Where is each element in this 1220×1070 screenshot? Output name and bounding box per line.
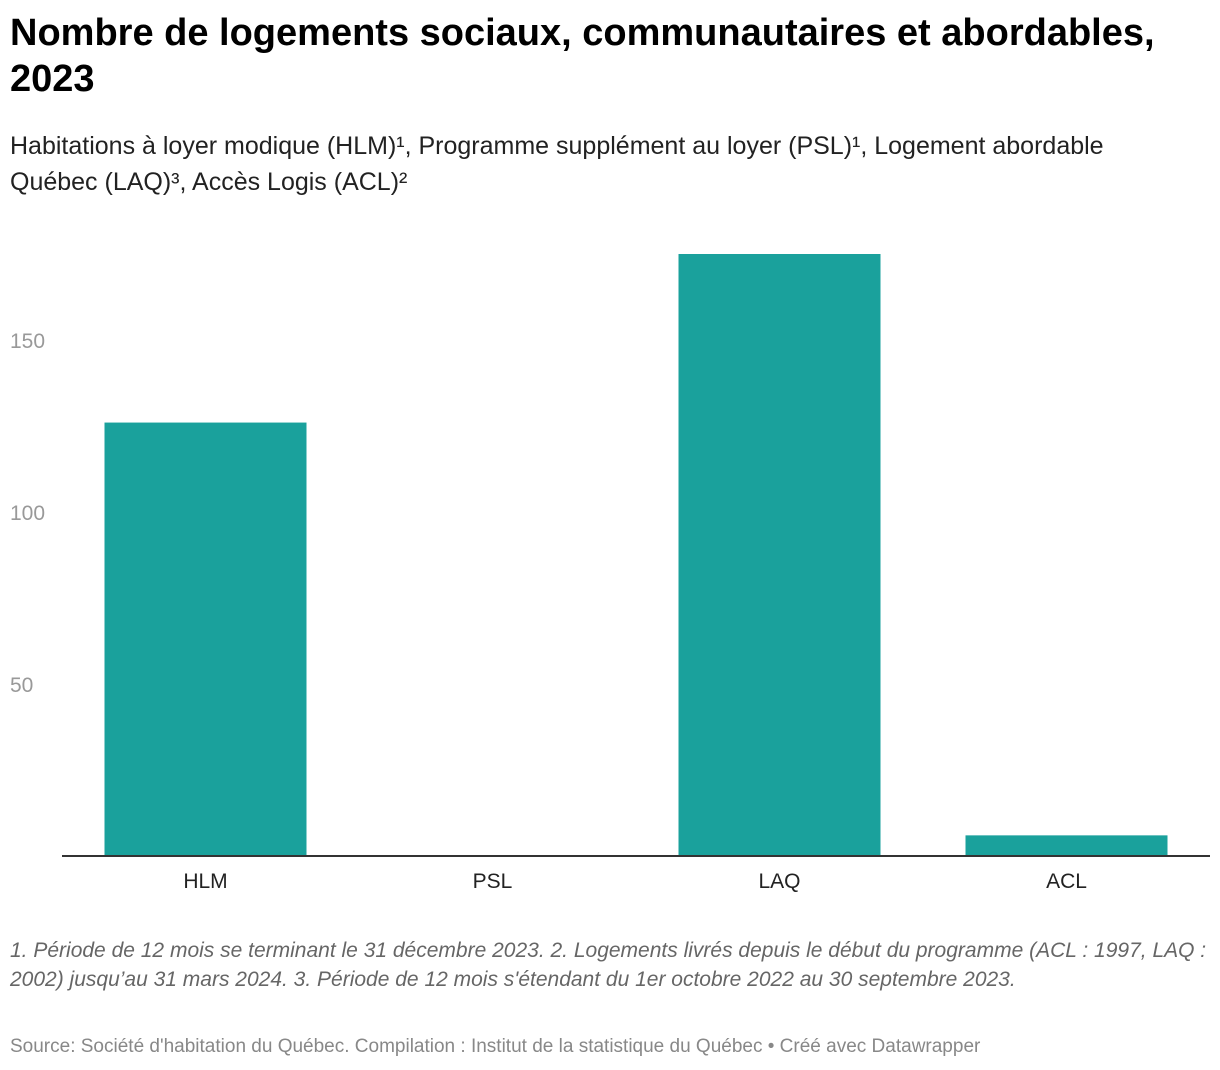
x-category-label: HLM <box>183 870 227 893</box>
chart-title: Nombre de logements sociaux, communautai… <box>10 12 1155 100</box>
y-tick-label: 150 <box>10 330 45 353</box>
bar-chart: 50 100 150 HLM PSL LAQ ACL <box>10 254 1210 893</box>
x-category-label: ACL <box>1046 870 1087 893</box>
bar-hlm <box>104 422 307 856</box>
x-category-labels: HLM PSL LAQ ACL <box>183 870 1087 893</box>
y-tick-label: 50 <box>10 674 33 697</box>
x-category-label: LAQ <box>758 870 800 893</box>
bar-laq <box>678 254 881 856</box>
y-tick-labels: 50 100 150 <box>10 330 45 697</box>
y-tick-label: 100 <box>10 502 45 525</box>
source-line: Source: Société d'habitation du Québec. … <box>10 1036 981 1057</box>
x-category-label: PSL <box>473 870 513 893</box>
bar-acl <box>965 835 1168 856</box>
chart-subtitle: Habitations à loyer modique (HLM)¹, Prog… <box>10 132 1104 196</box>
bars <box>104 254 1168 856</box>
footnotes: 1. Période de 12 mois se terminant le 31… <box>10 939 1207 991</box>
